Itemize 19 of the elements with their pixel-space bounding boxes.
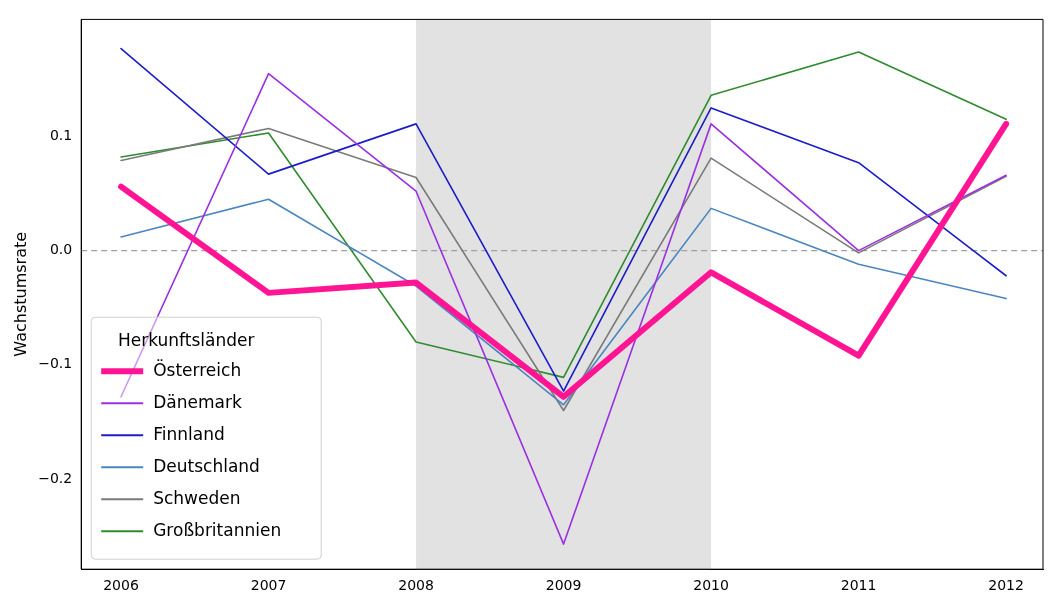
x-tick-label: 2011 bbox=[840, 577, 877, 594]
legend-label: Finnland bbox=[153, 423, 225, 444]
y-axis-title: Wachstumsrate bbox=[10, 231, 30, 357]
y-tick-label: 0.1 bbox=[49, 127, 73, 144]
legend-label: Deutschland bbox=[153, 455, 260, 476]
x-tick-label: 2010 bbox=[693, 577, 729, 594]
y-tick-label: −0.2 bbox=[38, 469, 73, 486]
x-tick-label: 2006 bbox=[103, 577, 139, 594]
x-tick-label: 2009 bbox=[545, 577, 582, 594]
x-tick-label: 2008 bbox=[398, 577, 434, 594]
x-tick-label: 2012 bbox=[988, 577, 1024, 594]
legend-label: Österreich bbox=[153, 358, 242, 380]
legend-label: Großbritannien bbox=[153, 519, 282, 540]
y-tick-label: −0.1 bbox=[38, 355, 73, 372]
x-tick-label: 2007 bbox=[250, 577, 287, 594]
y-tick-label: 0.0 bbox=[49, 241, 73, 258]
legend-label: Dänemark bbox=[153, 391, 242, 412]
legend-label: Schweden bbox=[153, 487, 241, 508]
legend-title: Herkunftsländer bbox=[117, 329, 255, 350]
